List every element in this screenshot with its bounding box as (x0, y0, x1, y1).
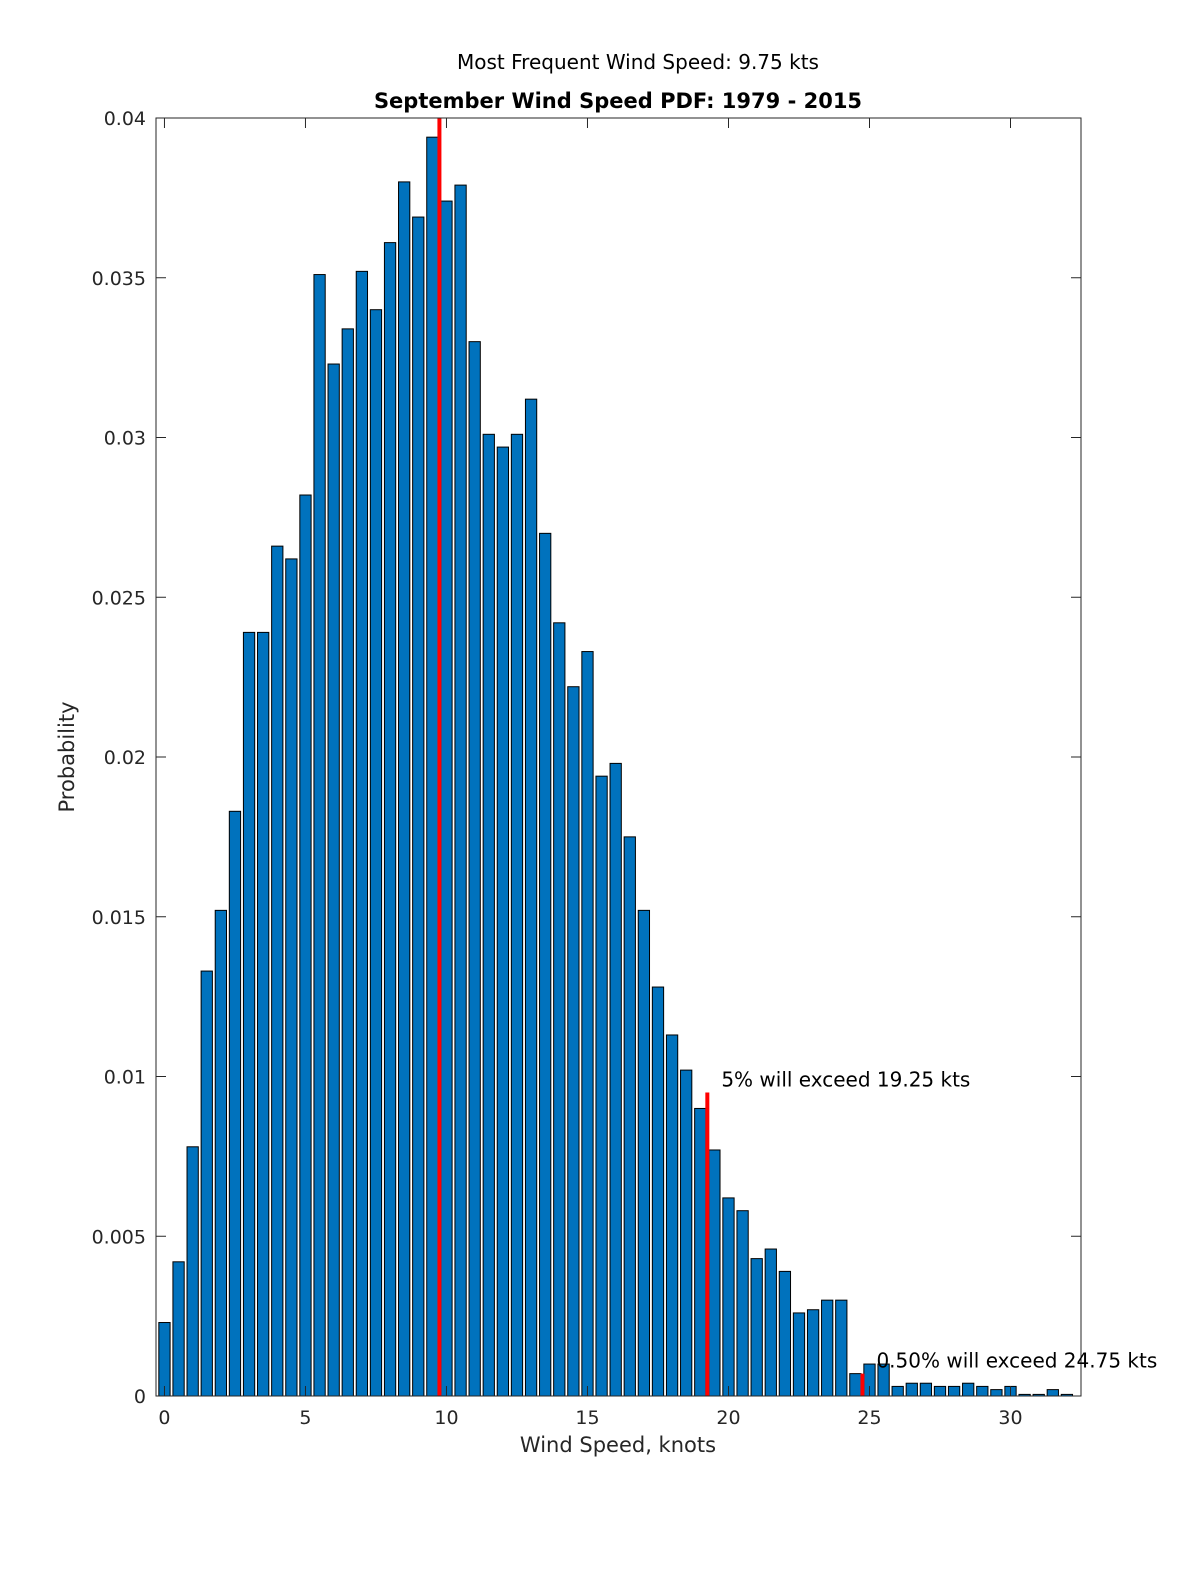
y-axis-label: Probability (55, 701, 79, 812)
y-tick-label: 0.02 (104, 747, 146, 769)
bar (440, 200, 453, 1397)
y-tick-label: 0.04 (104, 108, 146, 130)
bar (369, 309, 383, 1397)
y-tick-label: 0.01 (104, 1067, 146, 1089)
bar (665, 1034, 679, 1397)
bar (228, 810, 242, 1397)
bar (849, 1373, 862, 1397)
y-axis-ticks: 0 0.005 0.01 0.015 0.02 0.025 0.03 0.035 0.04 (92, 108, 1081, 1408)
markers-group (437, 118, 865, 1396)
bar (764, 1248, 777, 1397)
bar (426, 136, 439, 1397)
bar (680, 1069, 693, 1397)
bar (341, 328, 354, 1397)
bar (750, 1258, 763, 1397)
y-tick-label: 0.03 (104, 428, 146, 450)
bar (891, 1385, 904, 1397)
bar (285, 558, 298, 1397)
bar (919, 1382, 933, 1397)
bar (299, 494, 312, 1397)
bar (355, 270, 369, 1397)
threshold-annotation: 0.50% will exceed 24.75 kts (876, 1349, 1157, 1373)
bar (510, 433, 524, 1397)
bar (722, 1197, 735, 1397)
x-tick-label: 10 (434, 1407, 458, 1429)
bar (581, 651, 594, 1397)
bar (482, 433, 495, 1397)
y-tick-label: 0.025 (92, 587, 146, 609)
x-tick-label: 20 (716, 1407, 740, 1429)
bar (806, 1309, 820, 1397)
bar (567, 686, 580, 1397)
bar (327, 363, 340, 1397)
bar (313, 274, 326, 1397)
bar (468, 341, 481, 1397)
bar (271, 545, 284, 1397)
x-tick-label: 5 (299, 1407, 311, 1429)
bar (186, 1146, 199, 1397)
y-tick-label: 0.005 (92, 1226, 146, 1248)
bar (454, 184, 467, 1397)
y-tick-label: 0 (134, 1386, 146, 1408)
bar (792, 1312, 806, 1397)
bar (553, 622, 566, 1397)
bar (172, 1261, 185, 1397)
bar (1046, 1389, 1059, 1397)
x-axis-ticks: 0 5 10 15 20 25 30 (158, 118, 1023, 1429)
bar (496, 446, 510, 1397)
bar (933, 1385, 947, 1397)
x-axis-label: Wind Speed, knots (520, 1433, 716, 1457)
bar (200, 970, 213, 1397)
bar (539, 532, 552, 1397)
bar (524, 398, 538, 1397)
bar (947, 1385, 961, 1397)
bar (623, 836, 636, 1397)
bar (651, 986, 665, 1397)
x-tick-label: 15 (575, 1407, 599, 1429)
bar (962, 1382, 975, 1397)
x-tick-label: 25 (857, 1407, 881, 1429)
bar (595, 775, 608, 1397)
bar (609, 762, 622, 1397)
bar (412, 216, 425, 1397)
bar (905, 1382, 918, 1397)
bar (158, 1322, 171, 1397)
threshold-annotation: 5% will exceed 19.25 kts (721, 1067, 970, 1091)
x-tick-label: 30 (998, 1407, 1022, 1429)
annotations-group: 5% will exceed 19.25 kts 0.50% will excee… (721, 1067, 1157, 1372)
bar (976, 1385, 989, 1397)
bar (990, 1389, 1003, 1397)
y-tick-label: 0.015 (92, 907, 146, 929)
bar (835, 1299, 848, 1397)
bar (778, 1270, 792, 1397)
bar (736, 1210, 749, 1397)
chart-subtitle: Most Frequent Wind Speed: 9.75 kts (457, 50, 819, 74)
y-tick-label: 0.035 (92, 268, 146, 290)
bar (398, 181, 411, 1397)
chart-title: September Wind Speed PDF: 1979 - 2015 (374, 89, 862, 113)
bar (821, 1299, 834, 1397)
bar (242, 631, 256, 1397)
bar (694, 1107, 707, 1397)
bar (708, 1149, 721, 1397)
bar (637, 909, 651, 1397)
bar (383, 242, 397, 1397)
x-tick-label: 0 (158, 1407, 170, 1429)
bar (214, 909, 228, 1397)
bar (257, 631, 270, 1397)
